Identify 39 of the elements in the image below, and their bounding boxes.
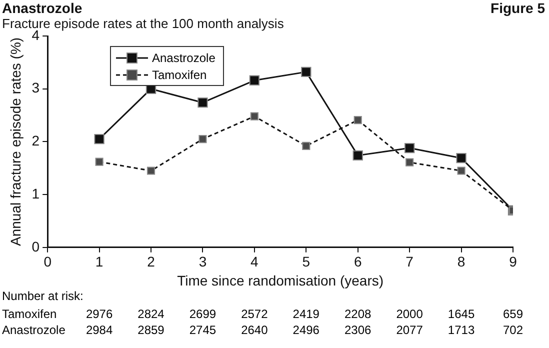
point bbox=[249, 75, 260, 86]
x-tick-label: 4 bbox=[250, 254, 259, 270]
text: Tamoxifen 2976 2824 2699 2572 2419 2208 2000 1645 659 bbox=[2, 307, 524, 322]
point bbox=[457, 166, 466, 175]
x-tick-label: 1 bbox=[95, 254, 104, 270]
point bbox=[95, 158, 104, 166]
x-axis-title: Time since randomisation (years) bbox=[177, 272, 384, 288]
x-tick-label: 7 bbox=[406, 254, 414, 270]
x-tick-label: 6 bbox=[354, 254, 362, 270]
x-tick-label: 9 bbox=[509, 254, 518, 270]
point bbox=[352, 150, 363, 161]
x-tick-label: 3 bbox=[198, 254, 207, 270]
legend-label: Tamoxifen bbox=[152, 68, 207, 82]
text: Number at risk: bbox=[2, 289, 84, 304]
x-tick-label: 5 bbox=[302, 254, 310, 270]
point bbox=[301, 66, 312, 78]
x-tick-label: 2 bbox=[147, 254, 156, 270]
point bbox=[404, 142, 415, 154]
chart-title: Anastrozole bbox=[2, 0, 82, 16]
point bbox=[354, 116, 362, 124]
caption: Figure 5 bbox=[490, 0, 545, 16]
y-axis-title: Annual fracture episode rates (%) bbox=[7, 37, 24, 246]
point bbox=[250, 112, 258, 120]
chart-subtitle: Fracture episode rates at the 100 month analysis bbox=[2, 16, 284, 31]
y-tick-label: 0 bbox=[32, 238, 40, 254]
point bbox=[198, 135, 207, 144]
point bbox=[406, 158, 414, 166]
point bbox=[94, 134, 104, 144]
y-tick-label: 3 bbox=[32, 80, 40, 96]
point bbox=[146, 166, 156, 175]
y-tick-label: 1 bbox=[32, 185, 40, 202]
point bbox=[456, 152, 466, 164]
text: Anastrozole 2984 2859 2745 2640 2496 2306 2077 1713 702 bbox=[2, 323, 524, 338]
point bbox=[198, 97, 208, 108]
legend-label: Anastrozole bbox=[152, 50, 216, 64]
x-tick-label: 8 bbox=[457, 254, 466, 270]
x-tick-label: 0 bbox=[44, 254, 52, 270]
y-tick-label: 2 bbox=[32, 132, 40, 149]
point bbox=[302, 142, 310, 150]
